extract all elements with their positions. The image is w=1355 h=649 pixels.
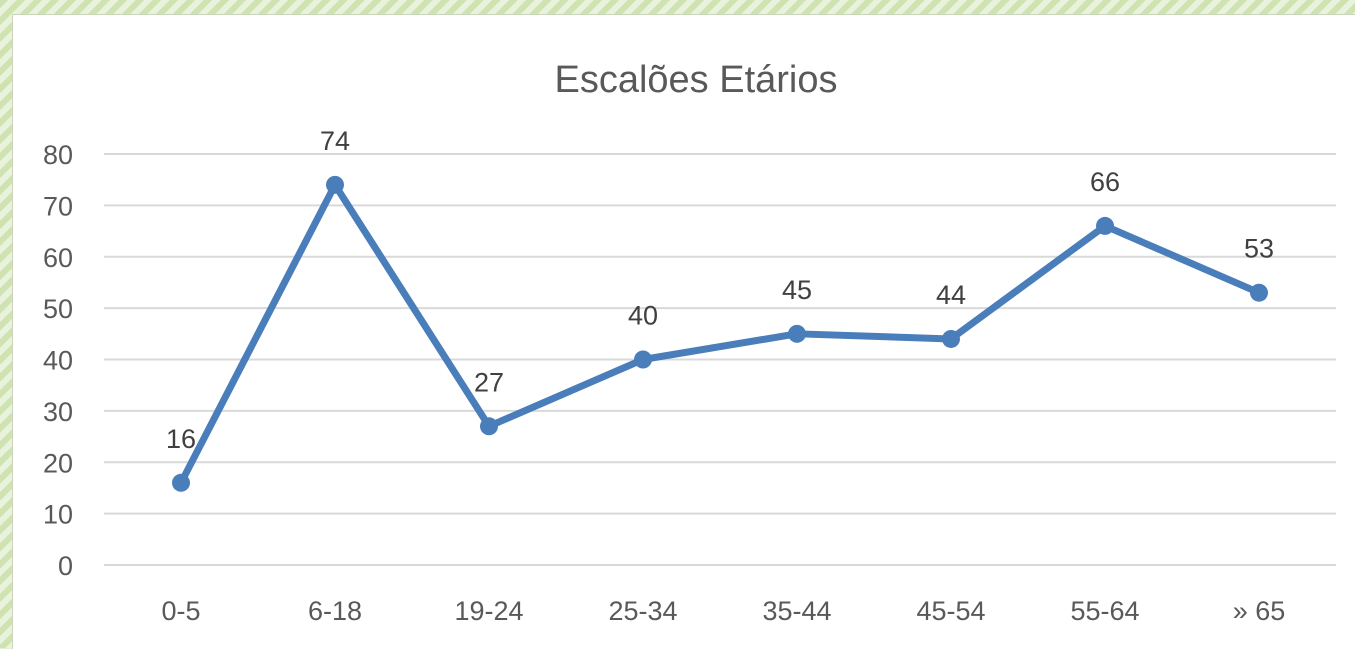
x-tick-label: » 65 [1233, 596, 1286, 626]
data-label: 53 [1244, 234, 1274, 264]
y-tick-label: 0 [58, 551, 73, 581]
data-point [326, 175, 344, 194]
x-tick-label: 0-5 [161, 596, 200, 626]
y-tick-label: 80 [43, 140, 73, 170]
data-label: 44 [936, 280, 966, 310]
x-tick-label: 25-34 [608, 596, 677, 626]
series-group [172, 175, 1268, 492]
data-point [634, 350, 652, 369]
data-label: 74 [320, 126, 350, 156]
x-tick-label: 6-18 [308, 596, 362, 626]
x-tick-label: 45-54 [916, 596, 985, 626]
data-point [1250, 283, 1268, 302]
x-tick-label: 35-44 [762, 596, 831, 626]
y-tick-label: 70 [43, 191, 73, 221]
data-label: 16 [166, 424, 196, 454]
chart-title: Escalões Etários [554, 59, 837, 101]
data-labels: 16 74 27 40 45 44 66 53 [166, 126, 1274, 454]
data-label: 27 [474, 367, 504, 397]
data-point [480, 417, 498, 436]
x-axis-ticks: 0-5 6-18 19-24 25-34 35-44 45-54 55-64 » 65 [161, 596, 1285, 626]
data-label: 66 [1090, 167, 1120, 197]
series-line [177, 181, 1263, 487]
x-tick-label: 19-24 [454, 596, 523, 626]
chart-frame [12, 14, 1355, 649]
data-point [1096, 216, 1114, 235]
data-point [788, 324, 806, 343]
grid-lines [104, 153, 1336, 566]
data-label: 45 [782, 275, 812, 305]
y-tick-label: 40 [43, 346, 73, 376]
data-point [942, 329, 960, 348]
y-tick-label: 10 [43, 500, 73, 530]
y-tick-label: 30 [43, 397, 73, 427]
y-tick-label: 50 [43, 294, 73, 324]
y-tick-label: 60 [43, 243, 73, 273]
data-label: 40 [628, 301, 658, 331]
y-axis-ticks: 0 10 20 30 40 50 60 70 80 [43, 140, 73, 581]
y-tick-label: 20 [43, 448, 73, 478]
data-point [172, 473, 190, 492]
x-tick-label: 55-64 [1070, 596, 1139, 626]
